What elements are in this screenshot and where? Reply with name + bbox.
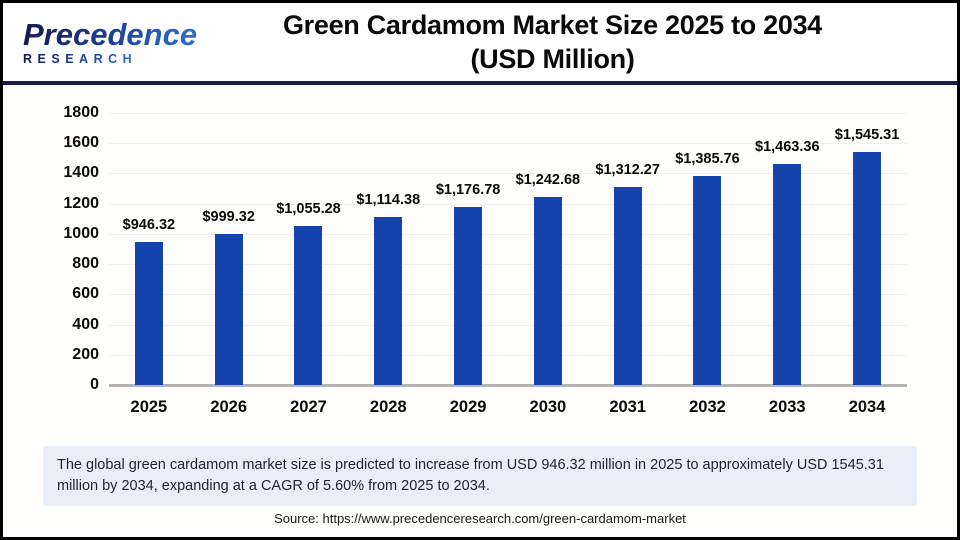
bar-slot: $999.32 2026: [189, 113, 269, 416]
bar: [853, 151, 882, 385]
y-axis-tick-label: 600: [72, 285, 99, 303]
bar-value-label: $1,242.68: [515, 172, 581, 189]
bar: [294, 225, 323, 385]
x-axis-baseline: [109, 384, 907, 387]
chart-title-line1: Green Cardamom Market Size 2025 to 2034: [282, 10, 823, 40]
y-axis-tick-label: 0: [90, 376, 99, 393]
bar: [134, 242, 163, 385]
gridline: [109, 324, 907, 326]
y-axis-tick-label: 1400: [63, 164, 99, 182]
source-text: Source: https://www.precedenceresearch.c…: [274, 511, 686, 526]
x-axis-tick-label: 2026: [210, 398, 248, 416]
bar-value-label: $1,114.38: [356, 191, 421, 208]
x-axis-tick-label: 2028: [369, 398, 407, 416]
gridline: [109, 233, 907, 235]
x-axis-tick-label: 2029: [449, 398, 487, 416]
bar-slot: $1,545.31 2034: [827, 113, 907, 417]
gridline: [109, 143, 907, 145]
x-axis-tick-label: 2034: [848, 398, 886, 416]
x-axis-tick-label: 2030: [529, 398, 567, 416]
gridline: [109, 264, 907, 266]
page-title: Green Cardamom Market Size 2025 to 2034 …: [188, 8, 957, 76]
bar: [533, 197, 562, 385]
bar-value-label: $946.32: [122, 217, 176, 233]
bar-value-label: $1,176.78: [435, 182, 501, 199]
bar-value-label: $1,545.31: [834, 126, 900, 143]
logo-wordmark: Precedence: [23, 16, 198, 52]
summary-text: The global green cardamom market size is…: [57, 457, 884, 495]
bar: [693, 175, 722, 385]
bar-value-label: $1,385.76: [675, 150, 740, 167]
bar-slot: $1,055.28 2027: [269, 113, 349, 417]
x-axis-tick-label: 2025: [130, 398, 168, 416]
bar-value-label: $1,312.27: [595, 161, 660, 178]
bar-value-label: $1,463.36: [755, 138, 820, 155]
y-axis-tick-label: 1000: [63, 224, 99, 242]
bar-slot: $1,114.38 2028: [348, 113, 428, 416]
y-axis-tick-label: 1800: [63, 104, 99, 121]
bar-slot: $1,312.27 2031: [588, 113, 668, 416]
gridline: [109, 203, 907, 205]
bar: [773, 163, 802, 385]
gridline: [109, 294, 907, 296]
bar-value-label: $999.32: [202, 209, 255, 225]
logo-subtext: RESEARCH: [23, 51, 138, 66]
bar-slot: $946.32 2025: [109, 113, 189, 416]
gridline: [109, 173, 907, 175]
y-axis-tick-label: 400: [72, 315, 99, 333]
gridline: [109, 113, 907, 114]
bar-slot: $1,176.78 2029: [428, 113, 508, 416]
plot-area: $946.32 2025 $999.32 2026 $1,055.28 2027 $1,11…: [109, 113, 907, 417]
bar-value-label: $1,055.28: [276, 200, 341, 217]
bar-slot: $1,242.68 2030: [508, 113, 588, 416]
x-axis-tick-label: 2031: [609, 398, 647, 416]
bar-slot: $1,463.36 2033: [747, 113, 827, 416]
summary-box: The global green cardamom market size is…: [43, 446, 917, 507]
bar-series: $946.32 2025 $999.32 2026 $1,055.28 2027 $1,11…: [109, 113, 907, 417]
x-axis-tick-label: 2027: [290, 398, 327, 416]
y-axis-tick-label: 1200: [63, 194, 99, 212]
y-axis-tick-label: 1600: [63, 134, 99, 152]
chart-title-line2: (USD Million): [470, 44, 635, 74]
x-axis-tick-label: 2033: [768, 398, 806, 416]
y-axis-tick-label: 800: [72, 255, 99, 273]
gridline: [109, 354, 907, 356]
bar: [454, 207, 483, 385]
precedence-logo: Precedence RESEARCH: [3, 19, 197, 66]
bar-slot: $1,385.76 2032: [668, 113, 748, 416]
x-axis-tick-label: 2032: [689, 398, 726, 416]
y-axis-tick-label: 200: [72, 345, 99, 363]
bar: [374, 216, 403, 385]
bar: [613, 186, 642, 385]
header: Precedence RESEARCH Green Cardamom Marke…: [3, 3, 957, 85]
bar: [214, 234, 243, 385]
